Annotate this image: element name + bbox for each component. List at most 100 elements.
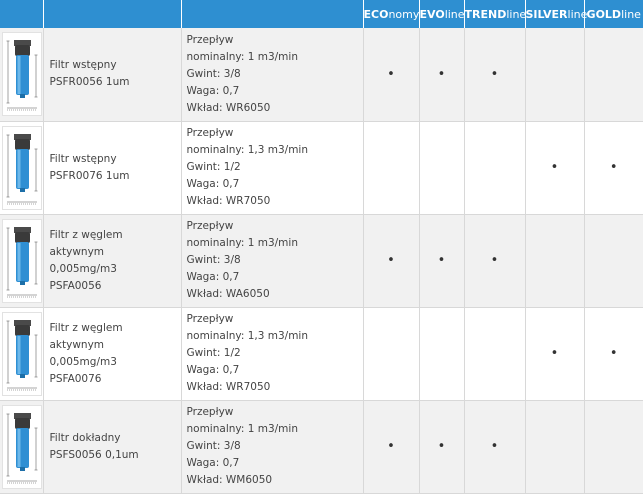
product-name: Filtr wstępny PSFR0076 1um: [43, 121, 182, 215]
header-goldline: GOLDline: [584, 0, 643, 28]
product-specs: Przepływ nominalny: 1 m3/min Gwint: 3/8 Wag…: [181, 214, 364, 308]
header-silverline-bold: SILVER: [525, 7, 568, 21]
product-name-line: PSFS0056 0,1um: [49, 448, 139, 461]
product-spec-line: Przepływ: [186, 406, 234, 418]
silverline-mark: •: [525, 121, 585, 215]
table-row: Filtr z węglem aktywnym 0,005mg/m3 PSFA0076…: [0, 307, 643, 401]
silverline-mark: •: [525, 307, 585, 401]
silverline-mark: [525, 214, 585, 308]
goldline-mark: [584, 214, 643, 308]
product-spec-line: Waga: 0,7: [186, 364, 240, 376]
product-name-line: 0,005mg/m3: [49, 355, 117, 368]
header-trendline-rest: line: [506, 7, 527, 21]
product-spec-line: Wkład: WR7050: [186, 381, 271, 393]
product-name: Filtr z węglem aktywnym 0,005mg/m3 PSFA0056: [43, 214, 182, 308]
product-image-cell: [0, 121, 44, 215]
goldline-mark: [584, 28, 643, 122]
header-silverline: SILVERline: [525, 0, 587, 28]
product-name-line: Filtr dokładny: [49, 431, 121, 444]
goldline-mark: •: [584, 121, 643, 215]
product-name-line: PSFA0076: [49, 372, 102, 385]
product-spec-line: Waga: 0,7: [186, 271, 240, 283]
header-name-column: [43, 0, 182, 28]
header-row: ECOnomy EVOline TRENDline SILVERline GOL…: [0, 0, 643, 28]
filter-icon[interactable]: [2, 32, 42, 117]
trendline-mark: •: [464, 28, 526, 122]
table-row: Filtr wstępny PSFR0076 1um Przepływ nomina…: [0, 121, 643, 215]
header-economy-rest: nomy: [388, 7, 420, 21]
product-image-cell: [0, 400, 44, 494]
product-spec-line: Gwint: 3/8: [186, 254, 241, 266]
product-name-line: aktywnym: [49, 245, 105, 258]
product-name-line: aktywnym: [49, 338, 105, 351]
header-trendline: TRENDline: [464, 0, 527, 28]
product-spec-line: nominalny: 1,3 m3/min: [186, 144, 309, 156]
product-spec-line: Waga: 0,7: [186, 457, 240, 469]
product-spec-line: nominalny: 1,3 m3/min: [186, 330, 309, 342]
product-spec-line: Przepływ: [186, 127, 234, 139]
header-evoline-bold: EVO: [419, 7, 445, 21]
product-name-line: Filtr z węglem: [49, 321, 123, 334]
economy-mark: [363, 121, 420, 215]
silverline-mark: [525, 400, 585, 494]
header-spec-column: [181, 0, 364, 28]
product-spec-line: Wkład: WM6050: [186, 474, 273, 486]
header-image-column: [0, 0, 44, 28]
economy-mark: •: [363, 28, 420, 122]
product-specs: Przepływ nominalny: 1 m3/min Gwint: 3/8 Wag…: [181, 28, 364, 122]
table-row: Filtr wstępny PSFR0056 1um Przepływ nomina…: [0, 28, 643, 122]
silverline-mark: [525, 28, 585, 122]
table-row: Filtr z węglem aktywnym 0,005mg/m3 PSFA0056…: [0, 214, 643, 308]
product-spec-line: Przepływ: [186, 220, 234, 232]
filter-icon[interactable]: [2, 125, 42, 210]
product-specs: Przepływ nominalny: 1,3 m3/min Gwint: 1/2 W…: [181, 121, 364, 215]
economy-mark: [363, 307, 420, 401]
evoline-mark: •: [419, 28, 465, 122]
product-specs: Przepływ nominalny: 1,3 m3/min Gwint: 1/2 W…: [181, 307, 364, 401]
trendline-mark: •: [464, 214, 526, 308]
product-name: Filtr z węglem aktywnym 0,005mg/m3 PSFA0076: [43, 307, 182, 401]
product-spec-line: Gwint: 1/2: [186, 161, 241, 173]
product-name: Filtr wstępny PSFR0056 1um: [43, 28, 182, 122]
table-row: Filtr dokładny PSFS0056 0,1um Przepływ nom…: [0, 400, 643, 494]
header-economy: ECOnomy: [363, 0, 420, 28]
product-specs: Przepływ nominalny: 1 m3/min Gwint: 3/8 Wag…: [181, 400, 364, 494]
header-evoline: EVOline: [419, 0, 465, 28]
product-spec-line: Gwint: 3/8: [186, 440, 241, 452]
product-spec-line: Wkład: WR7050: [186, 195, 271, 207]
filter-icon[interactable]: [2, 311, 42, 396]
product-image-cell: [0, 307, 44, 401]
product-spec-line: Gwint: 3/8: [186, 67, 241, 80]
trendline-mark: •: [464, 400, 526, 494]
header-evoline-rest: line: [444, 7, 465, 21]
evoline-mark: [419, 307, 465, 401]
filter-icon[interactable]: [2, 218, 42, 303]
goldline-mark: [584, 400, 643, 494]
table-body: Filtr wstępny PSFR0056 1um Przepływ nomina…: [0, 28, 643, 494]
header-goldline-rest: line: [621, 7, 641, 21]
product-name: Filtr dokładny PSFS0056 0,1um: [43, 400, 182, 494]
evoline-mark: •: [419, 214, 465, 308]
filter-icon[interactable]: [2, 404, 42, 489]
product-spec-line: nominalny: 1 m3/min: [186, 237, 298, 249]
trendline-mark: [464, 307, 526, 401]
header-goldline-bold: GOLD: [586, 7, 622, 21]
product-spec-line: nominalny: 1 m3/min: [186, 423, 298, 435]
evoline-mark: •: [419, 400, 465, 494]
economy-mark: •: [363, 214, 420, 308]
header-trendline-bold: TREND: [464, 7, 507, 21]
product-name-line: PSFR0056 1um: [49, 76, 130, 89]
product-name-line: Filtr wstępny: [49, 152, 117, 165]
product-name-line: Filtr wstępny: [49, 59, 117, 72]
product-spec-line: Wkład: WA6050: [186, 288, 270, 300]
header-economy-bold: ECO: [363, 7, 389, 21]
product-spec-line: Waga: 0,7: [186, 84, 240, 97]
product-spec-line: Przepływ: [186, 33, 234, 46]
product-image-cell: [0, 214, 44, 308]
goldline-mark: •: [584, 307, 643, 401]
product-name-line: Filtr z węglem: [49, 228, 123, 241]
header-silverline-rest: line: [567, 7, 588, 21]
product-name-line: PSFA0056: [49, 279, 102, 292]
product-name-line: PSFR0076 1um: [49, 169, 130, 182]
